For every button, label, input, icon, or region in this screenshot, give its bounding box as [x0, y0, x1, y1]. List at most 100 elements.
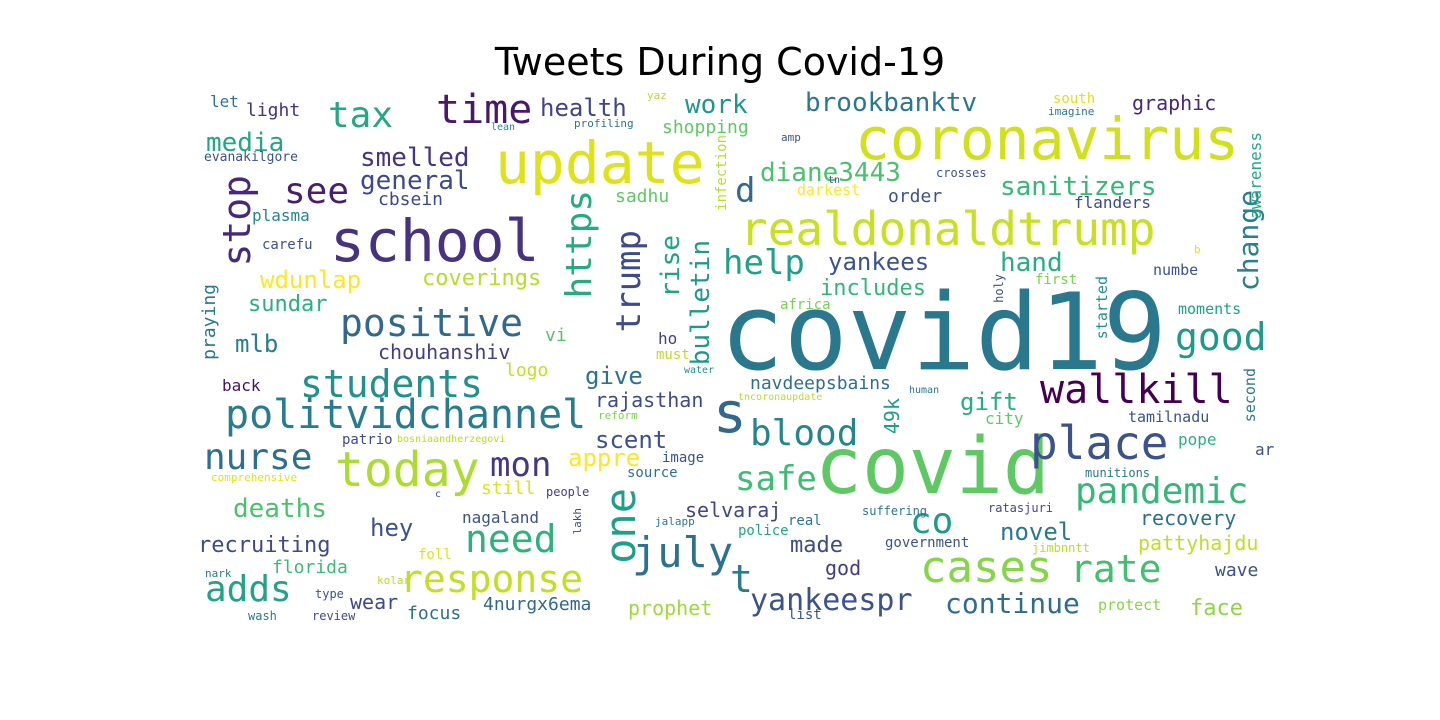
word-bulletin: bulletin — [686, 240, 716, 366]
word-nark: nark — [205, 567, 232, 580]
word-safe: safe — [735, 459, 817, 499]
word-jimbnntt: jimbnntt — [1032, 541, 1090, 555]
word-praying: praying — [200, 284, 220, 360]
word-adds: adds — [205, 569, 292, 610]
word-sundar: sundar — [248, 292, 328, 317]
word-government: government — [885, 535, 970, 551]
word-protect: protect — [1098, 596, 1162, 614]
word-yaz: yaz — [647, 90, 667, 102]
word-evanakilgore: evanakilgore — [204, 150, 298, 165]
word-selvaraj: selvaraj — [685, 498, 782, 522]
word-list: list — [788, 607, 822, 623]
word-vi: vi — [545, 325, 567, 346]
word-https: https — [559, 190, 600, 299]
word-novel: novel — [1000, 518, 1073, 546]
word-carefu: carefu — [262, 237, 313, 253]
word-foll: foll — [418, 547, 452, 563]
word-need: need — [465, 517, 557, 561]
word-rate: rate — [1070, 547, 1162, 591]
word-pandemic: pandemic — [1075, 471, 1249, 512]
word-smelled: smelled — [360, 143, 470, 173]
word-water: water — [684, 365, 715, 376]
word-lakh: lakh — [571, 508, 584, 535]
word-media: media — [206, 128, 285, 158]
word-cases: cases — [920, 542, 1053, 593]
word-good: good — [1175, 315, 1267, 359]
word-recruiting: recruiting — [200, 533, 331, 558]
word-comprehensive: comprehensive — [211, 471, 298, 484]
word-cbsein: cbsein — [378, 189, 444, 210]
word-wash: wash — [248, 609, 277, 623]
word-coverings: coverings — [422, 266, 542, 291]
word-time: time — [436, 90, 533, 133]
word-place: place — [1030, 416, 1169, 470]
word-people: people — [546, 485, 590, 499]
word-july: july — [632, 528, 734, 577]
word-trump: trump — [609, 230, 649, 333]
word-yankees: yankees — [828, 248, 930, 276]
word-moments: moments — [1178, 300, 1242, 318]
word-jalapp: jalapp — [655, 515, 695, 528]
word-order: order — [888, 186, 943, 207]
word-tn: tn — [828, 175, 841, 186]
word-response: response — [400, 557, 584, 601]
word-africa: africa — [780, 297, 831, 313]
word-scent: scent — [595, 426, 668, 454]
word-positive: positive — [340, 301, 524, 345]
word-must: must — [656, 347, 690, 363]
word-logo: logo — [505, 360, 549, 381]
word-wdunlap: wdunlap — [260, 266, 362, 294]
word-rajasthan: rajasthan — [595, 388, 704, 412]
word-continue: continue — [945, 587, 1080, 620]
word-light: light — [246, 100, 301, 121]
word-includes: includes — [820, 276, 926, 301]
word-covid: covid — [815, 422, 1050, 512]
word-still: still — [481, 478, 536, 499]
word-plasma: plasma — [252, 206, 310, 225]
word-profiling: profiling — [574, 117, 634, 130]
word-coronavirus: coronavirus — [855, 105, 1240, 173]
word-bosniaandherzegovi: bosniaandherzegovi — [397, 434, 506, 445]
word-imagine: imagine — [1048, 105, 1095, 118]
word-pattyhajdu: pattyhajdu — [1138, 531, 1259, 555]
word-see: see — [284, 171, 350, 212]
word-t: t — [730, 557, 753, 601]
word-shopping: shopping — [662, 117, 749, 138]
word-d: d — [735, 171, 756, 211]
word-realdonaldtrump: realdonaldtrump — [740, 202, 1156, 256]
word-school: school — [330, 207, 540, 275]
word-reform: reform — [598, 409, 638, 422]
word-chouhanshiv: chouhanshiv — [378, 340, 511, 364]
word-tncoronaupdate: tncoronaupdate — [738, 392, 823, 403]
word-deaths: deaths — [233, 494, 327, 524]
word-graphic: graphic — [1132, 91, 1217, 115]
word-kolar: kolar — [377, 574, 411, 587]
word-help: help — [723, 243, 805, 283]
word-suffering: suffering — [862, 504, 928, 518]
word-infection: infection — [714, 135, 730, 211]
word-amp: amp — [781, 131, 801, 144]
word-first: first — [1035, 272, 1078, 288]
word-darkest: darkest — [797, 181, 861, 199]
word-students: students — [300, 362, 484, 406]
word-work: work — [685, 90, 748, 120]
word-pope: pope — [1178, 430, 1217, 449]
word-navdeepsbains: navdeepsbains — [750, 373, 891, 394]
word-let: let — [210, 92, 239, 111]
word-b: b — [1194, 243, 1201, 256]
word-city: city — [985, 409, 1024, 428]
word-ratasjuri: ratasjuri — [988, 501, 1054, 515]
word-hey: hey — [370, 514, 414, 542]
word-stop: stop — [215, 175, 259, 267]
word-brookbanktv: brookbanktv — [805, 90, 978, 118]
word-real: real — [788, 513, 822, 529]
word-general: general — [360, 166, 470, 196]
word-hand: hand — [1000, 248, 1063, 278]
word-c: c — [435, 489, 442, 500]
word-s: s — [713, 381, 747, 446]
word-nurse: nurse — [204, 437, 313, 478]
word-patrio: patrio — [342, 432, 393, 448]
word-health: health — [540, 94, 627, 122]
word-flanders: flanders — [1074, 193, 1152, 212]
word-sadhu: sadhu — [615, 186, 670, 207]
